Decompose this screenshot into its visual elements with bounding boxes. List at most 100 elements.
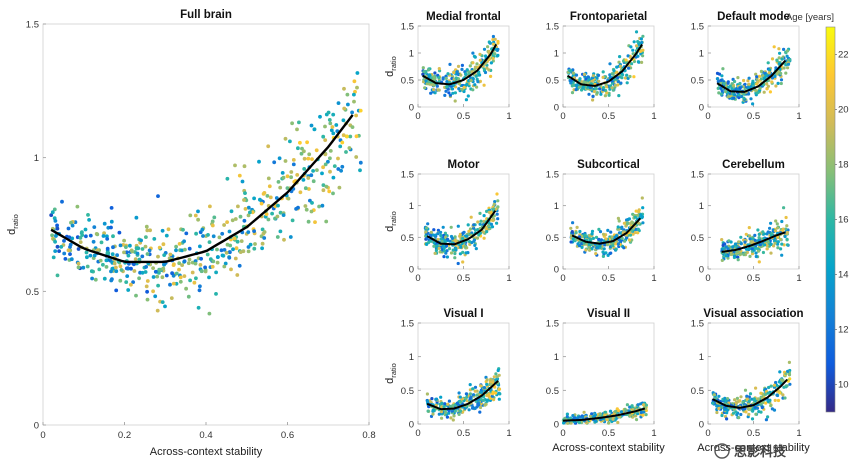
data-point — [768, 90, 773, 94]
data-point — [773, 241, 777, 245]
data-point — [448, 93, 452, 97]
data-point — [224, 250, 229, 255]
data-point — [151, 289, 156, 294]
data-point — [238, 214, 243, 219]
data-point — [439, 230, 443, 234]
data-point — [431, 408, 435, 412]
data-point — [485, 209, 489, 213]
colorbar: 10 12 14 16 18 20 22 Age [years] — [786, 12, 849, 413]
data-point — [197, 288, 202, 293]
data-point — [337, 185, 342, 190]
fit-curve — [426, 210, 497, 246]
data-point — [449, 416, 453, 420]
data-point — [252, 229, 256, 234]
data-point — [763, 76, 767, 80]
data-point — [464, 251, 468, 255]
scatter-points — [421, 34, 500, 103]
axes-frame — [42, 23, 370, 426]
data-point — [272, 160, 277, 165]
data-point — [55, 273, 60, 278]
data-point — [752, 397, 756, 401]
data-point — [309, 123, 314, 128]
data-point — [425, 242, 429, 246]
data-point — [595, 76, 599, 80]
data-point — [630, 62, 634, 66]
data-point — [465, 68, 469, 72]
data-point — [59, 245, 64, 249]
data-point — [215, 247, 219, 252]
panel-visual-ii: 0 0.5 1 0 0.5 1 1.5 Visual II Across-context sta… — [546, 308, 665, 454]
data-point — [743, 243, 747, 247]
data-point — [168, 282, 172, 287]
data-point — [736, 255, 740, 259]
data-point — [306, 219, 311, 224]
x-tick-label: 0.5 — [602, 428, 615, 439]
data-point — [164, 273, 169, 278]
data-point — [92, 253, 97, 258]
data-point — [631, 408, 635, 412]
data-point — [478, 211, 482, 215]
data-point — [478, 52, 482, 57]
data-point — [627, 238, 632, 242]
x-tick-label: 0 — [560, 273, 565, 284]
data-point — [765, 247, 769, 251]
data-point — [207, 240, 212, 245]
data-point — [617, 60, 621, 64]
x-tick-label: 0.8 — [362, 430, 375, 441]
data-point — [591, 94, 595, 98]
data-point — [723, 414, 728, 419]
data-point — [641, 34, 645, 38]
data-point — [310, 157, 314, 162]
y-tick-label: 1.5 — [691, 319, 704, 330]
data-point — [617, 94, 621, 98]
x-tick-label: 0 — [705, 273, 710, 284]
panel-subcortical: 0 0.5 1 0 0.5 1 1.5 Subcortical — [546, 159, 657, 284]
y-axis-label-subscript: ratio — [389, 211, 398, 226]
data-point — [186, 294, 191, 299]
data-point — [476, 220, 480, 224]
x-tick-label: 1 — [796, 111, 801, 122]
panel-frontoparietal: 0 0.5 1 0 0.5 1 1.5 Frontoparietal — [546, 11, 657, 122]
data-point — [260, 241, 265, 246]
data-point — [739, 242, 743, 246]
data-point — [457, 412, 461, 416]
data-point — [744, 410, 748, 414]
data-point — [451, 248, 455, 252]
x-tick-label: 0 — [415, 273, 420, 284]
data-point — [632, 75, 636, 79]
data-point — [432, 244, 436, 248]
data-point — [785, 224, 789, 228]
y-tick-label: 1 — [34, 153, 39, 164]
data-point — [739, 235, 743, 239]
data-point — [94, 232, 99, 236]
data-point — [784, 71, 788, 75]
data-point — [143, 244, 148, 249]
data-point — [183, 247, 187, 252]
data-point — [225, 176, 230, 181]
data-point — [491, 218, 495, 223]
data-point — [601, 250, 605, 254]
data-point — [625, 403, 630, 407]
data-point — [495, 375, 499, 379]
data-point — [587, 245, 591, 249]
data-point — [578, 415, 582, 419]
data-point — [444, 235, 448, 239]
data-point — [229, 209, 234, 214]
y-tick-label: 1 — [699, 352, 704, 363]
data-point — [220, 231, 225, 236]
data-point — [456, 261, 460, 266]
data-point — [737, 96, 741, 100]
data-point — [105, 251, 110, 256]
data-point — [427, 405, 431, 409]
data-point — [55, 226, 60, 231]
data-point — [450, 87, 455, 91]
data-point — [630, 228, 634, 232]
data-point — [744, 247, 749, 251]
data-point — [207, 311, 212, 316]
data-point — [288, 139, 292, 144]
data-point — [578, 77, 582, 81]
data-point — [301, 178, 306, 182]
data-point — [140, 254, 145, 259]
data-point — [277, 156, 282, 161]
data-point — [456, 64, 461, 68]
